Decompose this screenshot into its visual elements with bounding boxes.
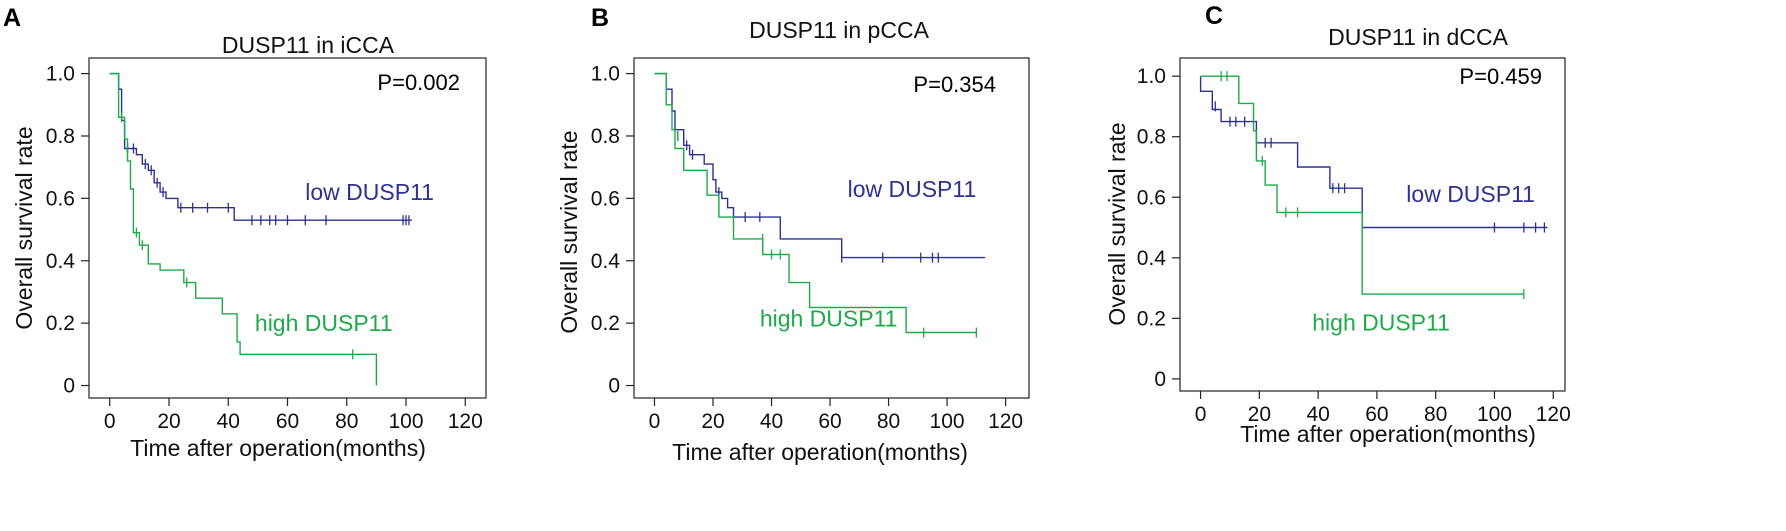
- series-low-c: low DUSP11: [1199, 76, 1548, 233]
- panel-c: C DUSP11 in dCCA Overall survival rate T…: [1104, 2, 1571, 447]
- y-ticks-b: 0 0.2 0.4 0.6 0.8 1.0: [591, 63, 634, 398]
- x-ticks-a: 0 20 40 60 80 100 120: [104, 398, 483, 433]
- y-axis-label-a: Overall survival rate: [11, 126, 37, 329]
- y-tick-label-a-5: 1.0: [46, 63, 75, 86]
- y-tick-label-a-2: 0.4: [46, 250, 76, 273]
- x-tick-label-b-1: 20: [701, 410, 724, 433]
- chart-title-b: DUSP11 in pCCA: [749, 17, 929, 43]
- y-tick-label-c-3: 0.6: [1137, 186, 1166, 209]
- x-axis-label-c: Time after operation(months): [1240, 421, 1536, 447]
- km-curve-high-a: [109, 72, 378, 386]
- series-label-high-c: high DUSP11: [1312, 309, 1450, 335]
- series-low-b: low DUSP11: [654, 72, 986, 263]
- series-low-a: low DUSP11: [109, 72, 434, 226]
- y-tick-label-c-2: 0.4: [1137, 247, 1167, 270]
- series-high-a: high DUSP11: [109, 72, 393, 386]
- x-tick-label-b-2: 40: [760, 410, 783, 433]
- x-ticks-b: 0 20 40 60 80 100 120: [649, 398, 1023, 433]
- y-tick-label-a-4: 0.8: [46, 125, 75, 148]
- y-tick-label-b-4: 0.8: [591, 125, 620, 148]
- y-ticks-a: 0 0.2 0.4 0.6 0.8 1.0: [46, 63, 89, 398]
- chart-title-c: DUSP11 in dCCA: [1328, 24, 1508, 50]
- series-label-low-c: low DUSP11: [1406, 181, 1535, 207]
- series-layer-b: low DUSP11 high DUSP11: [654, 72, 986, 338]
- plot-frame-c: [1179, 57, 1566, 392]
- x-tick-label-a-1: 20: [157, 410, 180, 433]
- series-label-low-a: low DUSP11: [305, 179, 434, 205]
- y-tick-label-c-1: 0.2: [1137, 307, 1166, 330]
- y-tick-label-b-5: 1.0: [591, 63, 620, 86]
- x-tick-label-c-0: 0: [1195, 403, 1207, 426]
- series-layer-a: low DUSP11 high DUSP11: [109, 72, 434, 386]
- x-tick-label-c-4: 80: [1424, 403, 1447, 426]
- x-tick-label-b-4: 80: [877, 410, 900, 433]
- x-tick-label-a-6: 120: [448, 410, 483, 433]
- p-value-b: P=0.354: [913, 72, 996, 97]
- y-axis-label-b: Overall survival rate: [556, 130, 582, 333]
- x-tick-label-a-0: 0: [104, 410, 116, 433]
- y-tick-label-b-2: 0.4: [591, 250, 621, 273]
- series-high-c: high DUSP11: [1200, 71, 1525, 335]
- y-tick-label-b-0: 0: [608, 375, 620, 398]
- x-tick-label-a-5: 100: [388, 410, 423, 433]
- y-tick-label-c-5: 1.0: [1137, 65, 1166, 88]
- km-curve-low-b: [654, 72, 986, 259]
- series-layer-c: low DUSP11 high DUSP11: [1199, 71, 1548, 335]
- panel-letter-b: B: [591, 4, 609, 32]
- x-tick-label-c-1: 20: [1248, 403, 1271, 426]
- y-ticks-c: 0 0.2 0.4 0.6 0.8 1.0: [1137, 65, 1180, 391]
- y-tick-label-a-0: 0: [63, 375, 75, 398]
- panel-letter-c: C: [1205, 2, 1223, 30]
- y-tick-label-b-3: 0.6: [591, 187, 620, 210]
- y-axis-label-c: Overall survival rate: [1104, 122, 1130, 325]
- panel-a: A DUSP11 in iCCA Overall survival rate T…: [3, 4, 487, 461]
- series-label-high-b: high DUSP11: [760, 305, 898, 331]
- x-tick-label-c-6: 120: [1536, 403, 1571, 426]
- y-tick-label-c-4: 0.8: [1137, 126, 1166, 149]
- x-tick-label-b-3: 60: [818, 410, 841, 433]
- y-tick-label-a-1: 0.2: [46, 312, 75, 335]
- plot-frame-a: [88, 57, 487, 399]
- x-tick-label-a-4: 80: [335, 410, 358, 433]
- panel-letter-a: A: [3, 4, 21, 32]
- x-tick-label-b-6: 120: [988, 410, 1023, 433]
- chart-title-a: DUSP11 in iCCA: [222, 32, 395, 58]
- p-value-c: P=0.459: [1459, 64, 1542, 89]
- series-label-high-a: high DUSP11: [255, 310, 393, 336]
- y-tick-label-b-1: 0.2: [591, 312, 620, 335]
- series-high-b: high DUSP11: [654, 72, 977, 338]
- panel-b: B DUSP11 in pCCA Overall survival rate T…: [556, 4, 1030, 465]
- y-tick-label-c-0: 0: [1154, 368, 1166, 391]
- x-tick-label-c-3: 60: [1365, 403, 1388, 426]
- plot-frame-b: [633, 57, 1030, 399]
- x-tick-label-a-2: 40: [217, 410, 240, 433]
- x-axis-label-b: Time after operation(months): [672, 439, 968, 465]
- x-tick-label-a-3: 60: [276, 410, 299, 433]
- x-axis-label-a: Time after operation(months): [130, 435, 426, 461]
- p-value-a: P=0.002: [377, 70, 460, 95]
- km-curve-high-c: [1200, 75, 1524, 295]
- km-curve-high-b: [654, 72, 977, 334]
- series-label-low-b: low DUSP11: [848, 176, 977, 202]
- x-ticks-c: 0 20 40 60 80 100 120: [1195, 391, 1571, 426]
- x-tick-label-b-0: 0: [649, 410, 661, 433]
- x-tick-label-c-5: 100: [1477, 403, 1512, 426]
- y-tick-label-a-3: 0.6: [46, 187, 75, 210]
- x-tick-label-c-2: 40: [1306, 403, 1329, 426]
- x-tick-label-b-5: 100: [930, 410, 965, 433]
